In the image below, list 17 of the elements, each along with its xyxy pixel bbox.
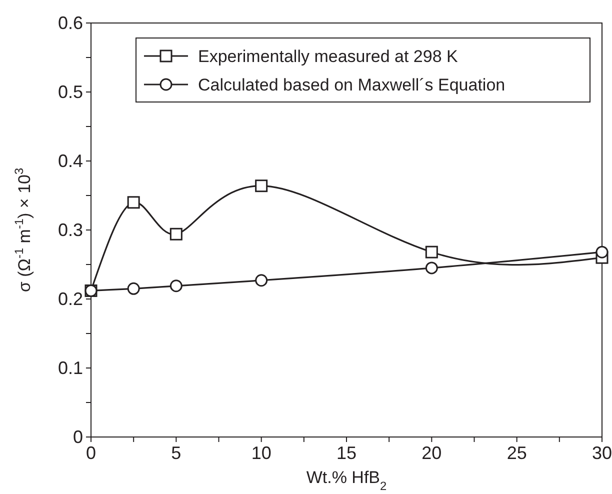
x-tick-label: 15 [336,443,357,463]
x-tick-label: 0 [86,443,96,463]
y-tick-label: 0 [72,427,83,447]
x-axis-title: Wt.% HfB$_{2}$ [306,468,388,493]
x-tick-label: 20 [422,443,442,463]
x-tick-label: 10 [251,443,272,463]
y-tick-label: 0.1 [58,358,83,378]
legend-label: Calculated based on Maxwell´s Equation [198,76,506,94]
y-tick-label: 0.5 [58,82,83,102]
x-tick-label: 25 [506,443,527,463]
x-tick-label: 5 [171,443,182,463]
x-tick-label: 30 [592,443,612,463]
y-tick-label: 0.6 [58,13,83,33]
y-tick-label: 0.3 [58,220,83,240]
y-tick-label: 0.4 [58,151,83,171]
y-tick-label: 0.2 [58,289,83,309]
legend-label: Experimentally measured at 298 K [198,47,459,66]
